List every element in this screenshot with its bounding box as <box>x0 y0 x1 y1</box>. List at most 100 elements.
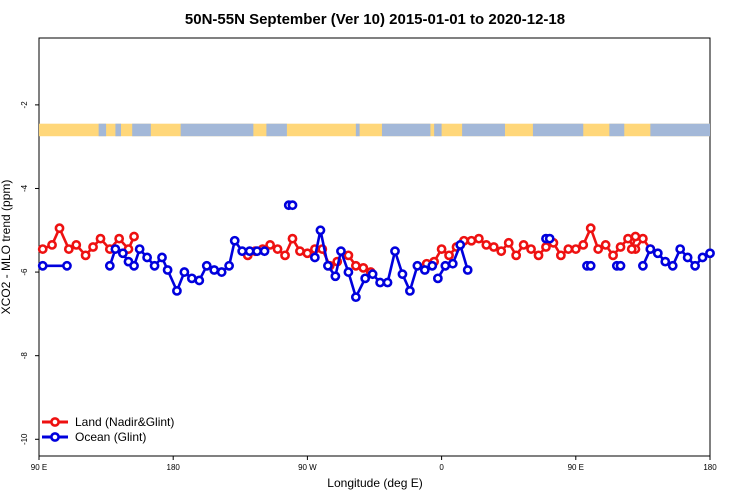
data-point-1 <box>705 248 715 259</box>
data-point-0 <box>600 240 611 250</box>
data-point-1 <box>615 260 626 271</box>
data-point-0 <box>626 244 637 254</box>
data-point-0 <box>615 242 626 252</box>
data-point-0 <box>623 233 633 244</box>
y-tick-label: -4 <box>20 184 29 192</box>
data-point-1 <box>360 273 371 284</box>
data-point-0 <box>541 242 551 252</box>
ocean-band <box>266 123 287 137</box>
data-point-1 <box>201 260 212 271</box>
data-point-1 <box>252 246 262 257</box>
data-point-1 <box>397 269 408 280</box>
ocean-band <box>532 123 584 137</box>
data-point-0 <box>533 250 544 261</box>
ocean-band <box>609 123 625 137</box>
ocean-band <box>462 123 505 137</box>
data-point-1 <box>287 200 298 211</box>
data-point-1 <box>682 252 693 263</box>
data-point-1 <box>315 225 326 236</box>
data-point-0 <box>88 242 98 252</box>
data-point-1 <box>104 260 115 271</box>
data-point-1 <box>638 260 648 271</box>
data-point-0 <box>350 260 361 271</box>
x-tick-label: 0 <box>439 463 444 472</box>
data-point-0 <box>555 250 566 261</box>
x-axis-ticks: 90 E 180 90 W 0 90 E 180 <box>31 456 717 472</box>
legend-label-ocean: Ocean (Glint) <box>75 430 146 444</box>
data-point-1 <box>259 246 270 257</box>
data-point-0 <box>503 237 514 248</box>
data-point-0 <box>526 244 536 254</box>
data-point-0 <box>585 223 596 234</box>
data-point-1 <box>134 244 145 254</box>
data-point-1 <box>544 233 555 244</box>
data-point-1 <box>697 252 708 263</box>
data-point-0 <box>302 248 313 259</box>
data-point-1 <box>309 252 320 263</box>
y-tick-label: -10 <box>20 433 29 445</box>
data-point-1 <box>330 271 341 282</box>
data-point-1 <box>660 256 671 267</box>
ocean-band <box>381 123 431 137</box>
y-tick-label: -2 <box>20 101 29 109</box>
x-tick-label: 90 W <box>298 463 317 472</box>
data-point-1 <box>645 244 656 254</box>
data-point-0 <box>608 250 618 261</box>
data-point-0 <box>280 250 290 261</box>
data-point-1 <box>405 285 415 296</box>
data-point-1 <box>37 260 48 271</box>
data-point-1 <box>62 260 72 271</box>
data-point-1 <box>162 265 173 275</box>
legend-marker-ocean <box>50 432 60 442</box>
land-ocean-strip <box>39 123 710 137</box>
data-point-0 <box>129 231 139 242</box>
data-point-0 <box>511 250 522 261</box>
ocean-band <box>180 123 254 137</box>
data-point-1 <box>382 277 393 288</box>
data-point-1 <box>427 260 438 271</box>
ocean-band <box>650 123 710 137</box>
data-point-1 <box>129 260 139 271</box>
data-point-0 <box>496 246 507 257</box>
data-point-1 <box>186 273 197 284</box>
data-point-0 <box>488 242 499 252</box>
series-layer <box>37 200 715 303</box>
y-axis-ticks: -2 -4 -6 -8 -10 <box>20 101 39 445</box>
x-tick-label: 90 E <box>568 463 584 472</box>
data-point-1 <box>209 265 220 275</box>
legend-label-land: Land (Nadir&Glint) <box>75 415 174 429</box>
data-point-1 <box>690 260 700 271</box>
data-point-0 <box>444 250 454 261</box>
data-point-0 <box>570 244 581 254</box>
legend-marker-land <box>50 417 60 427</box>
data-point-0 <box>563 244 574 254</box>
data-point-0 <box>114 233 125 244</box>
x-tick-label: 180 <box>167 463 181 472</box>
data-point-0 <box>272 244 283 254</box>
x-tick-label: 180 <box>703 463 717 472</box>
y-axis-label: XCO2 - MLO trend (ppm) <box>0 180 13 315</box>
data-point-0 <box>37 244 48 254</box>
data-point-1 <box>229 235 240 246</box>
data-point-1 <box>447 258 458 269</box>
data-point-1 <box>455 240 466 250</box>
data-point-1 <box>172 285 182 296</box>
data-point-0 <box>265 240 276 250</box>
data-point-0 <box>638 233 648 244</box>
chart-title: 50N-55N September (Ver 10) 2015-01-01 to… <box>185 11 565 28</box>
data-point-0 <box>54 223 65 234</box>
data-point-1 <box>336 246 346 257</box>
data-point-1 <box>117 248 128 259</box>
data-point-1 <box>350 292 361 303</box>
data-point-1 <box>462 265 473 275</box>
data-point-0 <box>473 233 484 244</box>
data-point-1 <box>237 246 248 257</box>
data-point-0 <box>95 233 106 244</box>
data-point-0 <box>295 246 305 257</box>
data-point-1 <box>110 244 121 254</box>
data-point-0 <box>63 244 74 254</box>
ocean-band <box>132 123 151 137</box>
data-point-0 <box>481 240 492 250</box>
data-point-1 <box>194 275 205 286</box>
